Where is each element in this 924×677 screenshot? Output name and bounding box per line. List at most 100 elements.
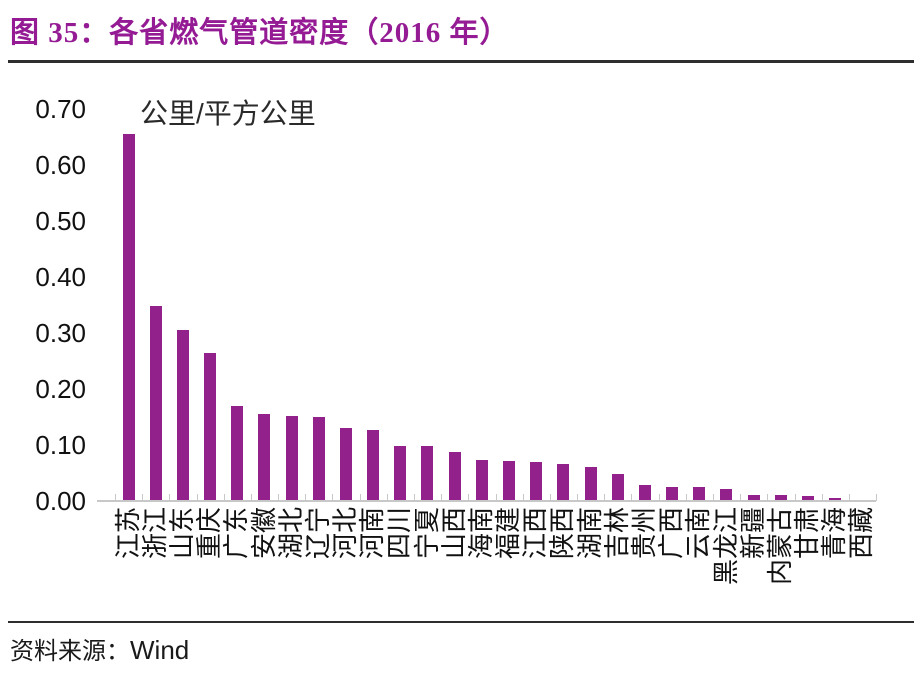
x-axis-label: 安徽 [249,507,279,560]
x-axis-label: 贵州 [630,507,659,560]
bar-slot [713,109,740,501]
x-axis-label: 青海 [820,507,850,560]
x-axis-label: 海南 [466,507,496,560]
bar [149,306,162,501]
axis-tick [549,494,551,501]
bar-slot [767,109,794,501]
x-axis-label: 西藏 [847,507,877,560]
bar-slot [821,109,848,501]
x-axis-line [97,500,876,502]
axis-tick [495,494,497,501]
y-axis-tick-label: 0.50 [35,206,86,236]
axis-tick [441,494,443,501]
x-axis-label: 内蒙古 [765,507,795,586]
axis-tick [767,494,769,501]
bar [231,405,244,501]
bar [611,473,624,501]
axis-tick [305,494,307,501]
bar [747,495,760,501]
bar-slot [468,109,495,501]
x-axis-label: 河北 [331,507,360,560]
axis-tick [577,494,578,501]
source-label: 资料来源： [10,639,130,665]
bar-slot [387,109,414,501]
bar [367,429,380,501]
bar-slot [604,109,631,501]
axis-tick [332,494,334,501]
axis-tick [685,494,687,501]
y-axis-tick-label: 0.20 [35,374,86,404]
bar [720,489,733,501]
bar [638,485,651,501]
y-axis-tick-label: 0.00 [35,486,86,516]
axis-tick [794,494,796,501]
bar-slot [658,109,685,501]
axis-tick [468,494,470,501]
bar-slot [523,109,550,501]
bar-slot [631,109,658,501]
bar-slot [305,109,332,501]
x-axis-label: 重庆 [195,507,225,560]
y-axis-tick-label: 0.70 [35,94,86,124]
bar-slot [550,109,577,501]
axis-tick [169,494,171,501]
bar [530,461,543,501]
source-divider [8,621,914,623]
bar-slot [686,109,713,501]
bar-slot [332,109,359,501]
bar-plot-area [115,109,876,501]
bar-slot [495,109,522,501]
axis-tick [250,494,252,501]
axis-tick [115,494,116,501]
x-axis-label: 陕西 [548,507,578,560]
axis-tick [876,494,877,501]
x-axis-label: 黑龙江 [711,507,741,586]
x-axis-label: 吉林 [602,507,632,560]
axis-tick [631,494,633,501]
bar [285,415,298,501]
bar [693,487,706,501]
bar-slot [414,109,441,501]
x-axis-label: 湖南 [575,507,605,560]
bar [176,329,189,501]
x-axis-label: 宁夏 [412,507,442,560]
bar [801,496,814,501]
bar [475,460,488,501]
axis-tick [359,494,361,501]
axis-tick [658,494,660,501]
bar [258,414,271,501]
bar-slot [251,109,278,501]
y-axis-tick-label: 0.60 [35,150,86,180]
axis-tick [740,494,742,501]
axis-tick [196,494,198,501]
title-divider [8,60,914,63]
bar-slot [278,109,305,501]
bar [204,352,217,501]
y-axis-tick-label: 0.10 [35,430,86,460]
axis-tick [414,494,415,501]
bar-slot [142,109,169,501]
x-axis-label: 山东 [167,507,197,560]
axis-tick [386,494,388,501]
bar-slot [849,109,876,501]
bar [421,446,434,501]
bar-slot [360,109,387,501]
axis-tick [712,494,714,501]
bar-slot [740,109,767,501]
x-axis-label: 河南 [358,507,388,560]
x-axis-label: 广东 [222,507,252,560]
chart-title: 图 35：各省燃气管道密度（2016 年） [10,17,510,49]
bar [666,487,679,501]
y-axis-tick-label: 0.30 [35,318,86,348]
x-axis-label: 四川 [385,507,415,560]
axis-tick [142,494,144,501]
x-axis-label: 广西 [657,507,687,560]
bar [448,451,461,501]
bar [774,495,787,501]
x-axis-label: 甘肃 [793,507,823,560]
source-name: Wind [130,635,190,665]
x-axis-label: 辽宁 [303,507,333,560]
x-axis-label: 湖北 [276,507,306,560]
bar [829,498,842,501]
